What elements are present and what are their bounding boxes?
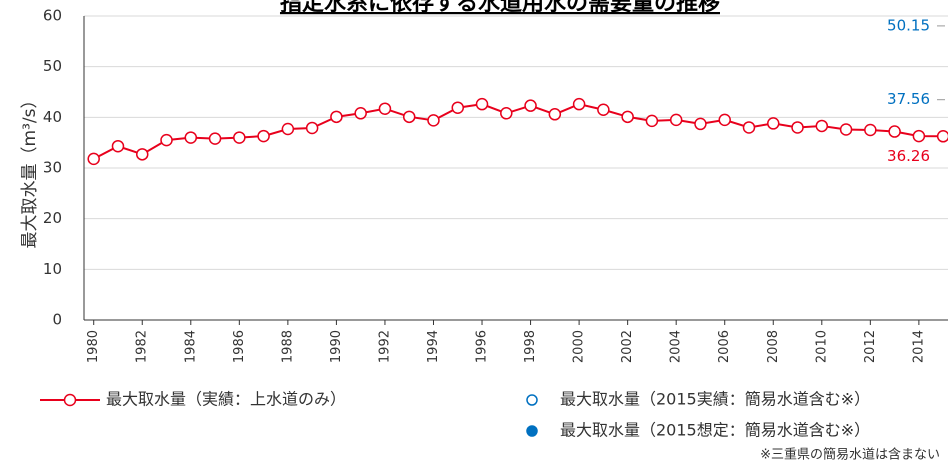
x-tick-label: 1984 xyxy=(183,330,198,363)
x-tick-label: 1982 xyxy=(135,330,150,363)
point xyxy=(451,101,465,114)
legend-label: 最大取水量（実績：上水道のみ） xyxy=(106,390,346,409)
x-tick-label: 2012 xyxy=(863,330,878,363)
point xyxy=(936,130,948,143)
legend-marker xyxy=(526,394,538,406)
point xyxy=(402,110,416,124)
x-tick-label: 2014 xyxy=(911,330,926,363)
x-tick-label: 1988 xyxy=(280,330,295,363)
point xyxy=(669,113,683,127)
point xyxy=(500,107,513,120)
point xyxy=(427,114,440,127)
point xyxy=(87,152,100,166)
y-tick-label: 50 xyxy=(43,57,62,75)
point xyxy=(548,108,562,121)
x-tick-label: 1994 xyxy=(426,330,441,363)
x-tick-label: 1992 xyxy=(377,330,392,363)
legend-marker xyxy=(526,425,538,437)
point xyxy=(597,103,610,116)
point xyxy=(208,132,222,145)
point xyxy=(767,117,780,130)
point xyxy=(742,121,756,134)
point xyxy=(378,102,392,115)
y-tick-label: 0 xyxy=(52,311,62,329)
x-tick-label: 1986 xyxy=(232,330,247,363)
x-tick-label: 2000 xyxy=(572,330,587,363)
series-line xyxy=(93,103,944,160)
x-tick-label: 1996 xyxy=(475,330,490,363)
y-tick-label: 20 xyxy=(43,209,62,227)
x-tick-label: 2010 xyxy=(814,330,829,363)
point xyxy=(184,131,198,144)
x-tick-label: 1990 xyxy=(329,330,344,363)
point xyxy=(233,131,246,144)
y-tick-label: 60 xyxy=(43,7,62,25)
point xyxy=(572,97,586,111)
point xyxy=(257,129,270,143)
y-tick-label: 10 xyxy=(43,260,62,278)
y-axis-label: 最大取水量（m³/s） xyxy=(20,92,40,249)
point xyxy=(475,97,489,111)
chart-title: 指定水系に依存する水道用水の需要量の推移 xyxy=(280,0,720,16)
legend-label: 最大取水量（2015実績：簡易水道含む※） xyxy=(560,390,870,409)
point xyxy=(281,122,295,136)
y-tick-label: 30 xyxy=(43,159,62,177)
point xyxy=(160,133,173,147)
x-tick-label: 2002 xyxy=(620,330,635,363)
note: ※三重県の簡易水道は含まない xyxy=(760,447,940,463)
point xyxy=(718,113,731,127)
point xyxy=(864,123,877,137)
point xyxy=(135,148,149,161)
point xyxy=(888,125,901,138)
point xyxy=(524,99,537,112)
legend-marker xyxy=(63,393,77,407)
legend-label: 最大取水量（2015想定：簡易水道含む※） xyxy=(560,421,870,440)
point xyxy=(111,139,125,153)
point xyxy=(839,123,853,136)
point xyxy=(912,129,926,143)
value-label: 50.15 xyxy=(887,16,930,34)
x-tick-label: 2004 xyxy=(669,330,684,363)
value-label: 37.56 xyxy=(887,90,930,108)
point xyxy=(621,110,634,124)
x-tick-label: 2006 xyxy=(717,330,732,363)
x-tick-label: 1998 xyxy=(523,330,538,363)
point xyxy=(645,114,659,128)
point xyxy=(330,110,343,124)
point xyxy=(791,121,804,134)
point xyxy=(305,121,319,135)
point xyxy=(354,107,367,120)
point xyxy=(815,119,829,133)
x-tick-label: 1980 xyxy=(86,330,101,363)
y-tick-label: 40 xyxy=(43,108,62,126)
x-tick-label: 2008 xyxy=(766,330,781,363)
value-label: 36.26 xyxy=(887,147,930,165)
point xyxy=(694,117,707,131)
